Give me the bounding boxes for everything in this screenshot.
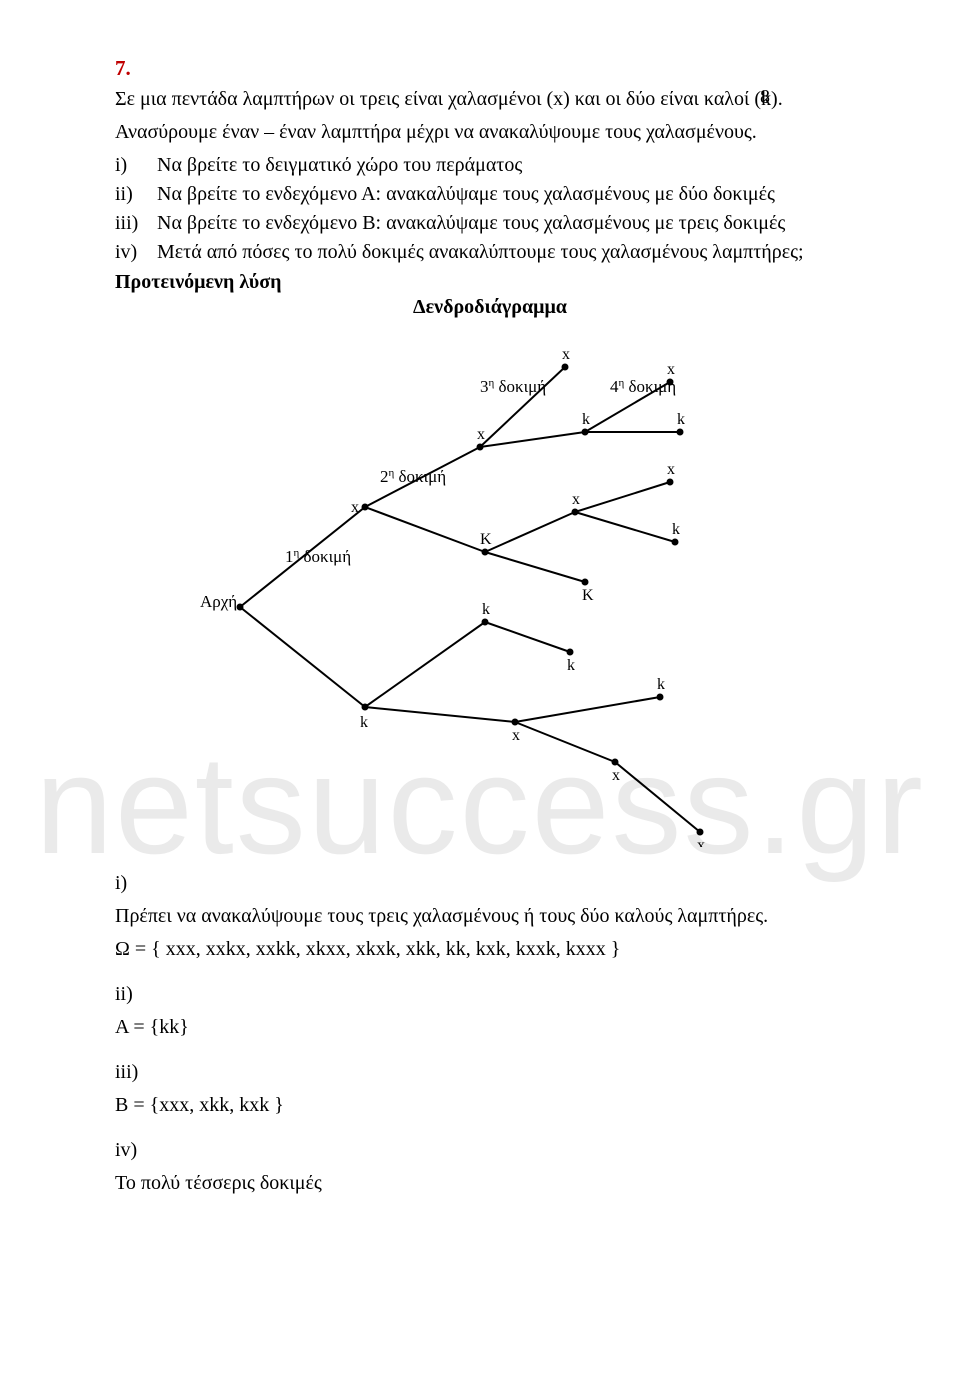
question-number: 7. (115, 56, 865, 81)
question-part: iii) Να βρείτε το ενδεχόμενο Β: ανακαλύψ… (115, 209, 865, 238)
svg-text:x: x (572, 491, 580, 508)
svg-text:2η δοκιμή: 2η δοκιμή (380, 467, 446, 486)
svg-text:k: k (677, 411, 685, 428)
svg-text:K: K (582, 587, 594, 604)
answer-i-line1: Πρέπει να ανακαλύψουμε τους τρεις χαλασμ… (115, 902, 865, 931)
question-part-text: Να βρείτε το ενδεχόμενο Α: ανακαλύψαμε τ… (157, 180, 775, 209)
diagram-title: Δενδροδιάγραμμα (115, 296, 865, 319)
svg-text:k: k (672, 521, 680, 538)
svg-text:k: k (360, 714, 368, 731)
tree-diagram: xkxKkxxkxKkkxxkxkx Αρχή1η δοκιμή2η δοκιμ… (170, 327, 810, 847)
question-part-tag: i) (115, 151, 157, 180)
answer-iv-line: Το πολύ τέσσερις δοκιμές (115, 1169, 865, 1198)
answer-iv-tag: iv) (115, 1136, 865, 1165)
svg-text:4η δοκιμή: 4η δοκιμή (610, 377, 676, 396)
svg-text:Αρχή: Αρχή (200, 592, 237, 611)
question-part-tag: iv) (115, 238, 157, 267)
svg-text:x: x (477, 426, 485, 443)
question-intro-line-2: Ανασύρουμε έναν – έναν λαμπτήρα μέχρι να… (115, 118, 865, 147)
svg-text:x: x (612, 767, 620, 784)
question-part: iv) Μετά από πόσες το πολύ δοκιμές ανακα… (115, 238, 865, 267)
page-number: 8 (760, 86, 770, 109)
question-part: ii) Να βρείτε το ενδεχόμενο Α: ανακαλύψα… (115, 180, 865, 209)
svg-text:x: x (667, 361, 675, 378)
question-intro-line-1: Σε μια πεντάδα λαμπτήρων οι τρεις είναι … (115, 85, 865, 114)
solution-heading: Προτεινόμενη λύση (115, 271, 865, 294)
answer-iii-tag: iii) (115, 1058, 865, 1087)
question-part-tag: iii) (115, 209, 157, 238)
svg-text:3η δοκιμή: 3η δοκιμή (480, 377, 546, 396)
svg-text:x: x (697, 837, 705, 847)
svg-text:k: k (657, 676, 665, 693)
question-part-text: Μετά από πόσες το πολύ δοκιμές ανακαλύπτ… (157, 238, 804, 267)
tree-diagram-container: xkxKkxxkxKkkxxkxkx Αρχή1η δοκιμή2η δοκιμ… (115, 327, 865, 847)
question-part: i) Να βρείτε το δειγματικό χώρο του περά… (115, 151, 865, 180)
question-part-text: Να βρείτε το δειγματικό χώρο του περάματ… (157, 151, 522, 180)
svg-text:x: x (562, 346, 570, 363)
svg-text:x: x (512, 727, 520, 744)
answer-i-line2: Ω = { xxx, xxkx, xxkk, xkxx, xkxk, xkk, … (115, 935, 865, 964)
svg-text:k: k (567, 657, 575, 674)
svg-text:K: K (480, 531, 492, 548)
svg-text:k: k (582, 411, 590, 428)
answer-iii-line: Β = {xxx, xkk, kxk } (115, 1091, 865, 1120)
answer-i-tag: i) (115, 869, 865, 898)
question-part-tag: ii) (115, 180, 157, 209)
svg-text:x: x (351, 499, 359, 516)
answer-ii-tag: ii) (115, 980, 865, 1009)
question-part-text: Να βρείτε το ενδεχόμενο Β: ανακαλύψαμε τ… (157, 209, 785, 238)
svg-text:x: x (667, 461, 675, 478)
answer-ii-line: Α = {kk} (115, 1013, 865, 1042)
svg-text:k: k (482, 601, 490, 618)
